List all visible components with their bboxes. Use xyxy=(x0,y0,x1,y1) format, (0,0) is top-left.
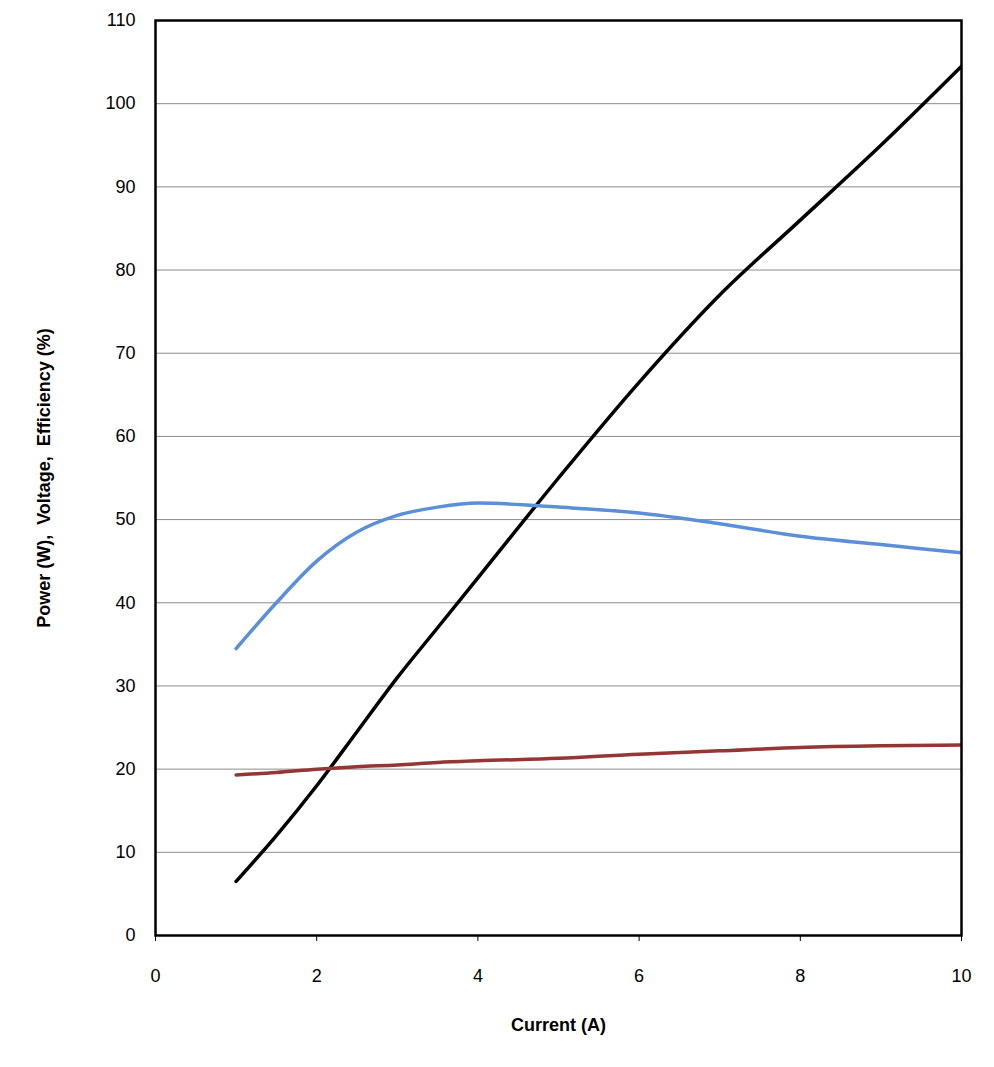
svg-text:50: 50 xyxy=(115,509,135,529)
svg-text:Power (W), Voltage, Efficien: Power (W), Voltage, Efficiency (%) xyxy=(34,328,54,628)
svg-text:40: 40 xyxy=(115,593,135,613)
svg-text:100: 100 xyxy=(105,93,135,113)
svg-text:10: 10 xyxy=(115,842,135,862)
svg-text:80: 80 xyxy=(115,260,135,280)
svg-text:6: 6 xyxy=(634,966,644,986)
svg-text:0: 0 xyxy=(125,925,135,945)
svg-text:90: 90 xyxy=(115,177,135,197)
svg-text:8: 8 xyxy=(795,966,805,986)
svg-text:70: 70 xyxy=(115,343,135,363)
svg-text:60: 60 xyxy=(115,426,135,446)
svg-text:10: 10 xyxy=(951,966,971,986)
svg-text:20: 20 xyxy=(115,759,135,779)
svg-text:4: 4 xyxy=(473,966,483,986)
svg-text:30: 30 xyxy=(115,676,135,696)
svg-text:Current (A): Current (A) xyxy=(511,1015,606,1035)
svg-text:2: 2 xyxy=(312,966,322,986)
svg-text:0: 0 xyxy=(150,966,160,986)
svg-text:110: 110 xyxy=(107,10,136,30)
